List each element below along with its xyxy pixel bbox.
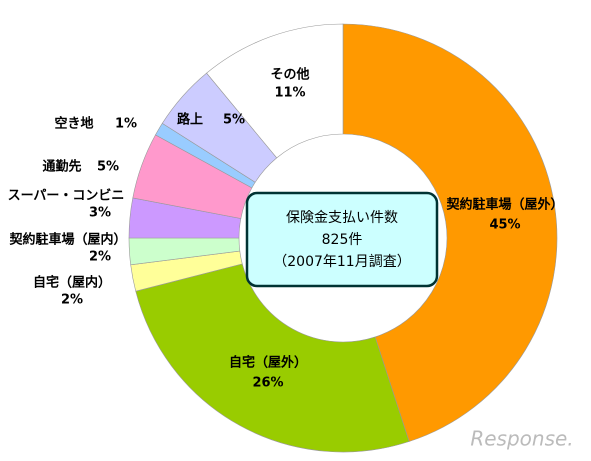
center-box <box>245 191 439 288</box>
donut-slice <box>206 23 344 159</box>
slice-label: 契約駐車場（屋内） <box>8 232 126 248</box>
value-label: 2% <box>61 293 83 308</box>
slice-label: 空き地 <box>54 116 93 132</box>
donut-slice <box>342 23 558 442</box>
center-text: 825件 <box>322 232 363 248</box>
value-label: 5% <box>223 113 245 128</box>
slice-label: 自宅（屋内） <box>33 275 111 291</box>
center-text: 保険金支払い件数 <box>286 210 398 226</box>
slice-label: 通勤先 <box>42 159 81 175</box>
watermark: Response. <box>470 427 573 451</box>
value-label: 5% <box>97 160 119 175</box>
value-label: 1% <box>115 117 137 132</box>
slice-label: 路上 <box>177 112 203 128</box>
donut-slice <box>135 263 410 453</box>
slice-label: 自宅（屋外） <box>229 355 307 371</box>
value-label: 3% <box>89 206 111 221</box>
slice-label: スーパー・コンビニ <box>8 188 125 204</box>
slice-label: 契約駐車場（屋外） <box>445 197 563 213</box>
center-text: （2007年11月調査） <box>273 254 410 270</box>
value-label: 11% <box>274 86 305 101</box>
slice-label: その他 <box>270 67 309 83</box>
value-label: 45% <box>489 218 520 233</box>
value-label: 26% <box>252 376 283 391</box>
value-label: 2% <box>89 250 111 265</box>
